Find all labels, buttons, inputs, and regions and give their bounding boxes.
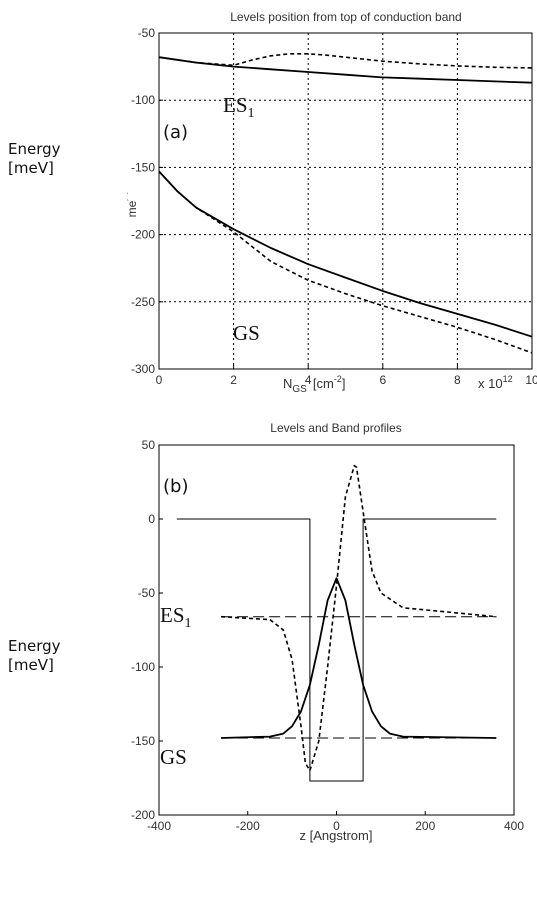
chart-b-ylabel-2: [meV]	[8, 656, 54, 674]
chart-b-series-0	[176, 518, 497, 782]
chart-b-ytick-label-5: -200	[131, 808, 155, 822]
chart-b-series-4	[221, 464, 497, 772]
chart-b-ytick-label-4: -150	[131, 734, 155, 748]
chart-b-ytick-label-3: -100	[131, 660, 155, 674]
chart-a-annotation-es1: ES1	[223, 93, 255, 121]
chart-a-ytick-label-2: -150	[131, 160, 155, 174]
chart-b-title: Levels and Band profiles	[270, 421, 401, 435]
chart-a-annotation-gs: GS	[233, 321, 260, 345]
chart-a: Levels position from top of conduction b…	[8, 10, 537, 395]
chart-a-xtick-label-1: 2	[230, 373, 237, 387]
chart-a-ytick-label-1: -100	[131, 93, 155, 107]
chart-b: Levels and Band profiles -400 -200 0 200 400…	[8, 421, 524, 843]
chart-b-series	[176, 464, 497, 782]
chart-b-series-3	[221, 577, 497, 739]
chart-a-x-ticks: 0 2 4 6 8 10	[156, 365, 537, 387]
chart-b-x-ticks: -400 -200 0 200 400	[147, 811, 524, 833]
chart-b-ytick-label-0: 50	[142, 438, 156, 452]
chart-a-xtick-label-4: 8	[454, 373, 461, 387]
chart-a-xlabel-sub: GS	[292, 384, 307, 395]
chart-a-series-2	[158, 170, 533, 338]
chart-a-x-multiplier-base: x 10	[478, 376, 503, 391]
chart-a-annotation-es1-text: ES	[223, 93, 248, 117]
chart-a-title: Levels position from top of conduction b…	[230, 10, 461, 24]
chart-b-annotation-es1-text: ES	[160, 603, 185, 627]
chart-a-ylabel-1: Energy	[8, 140, 61, 158]
chart-b-xlabel: z [Angstrom]	[300, 828, 373, 843]
chart-b-xtick-label-2: 0	[333, 819, 340, 833]
chart-a-series	[158, 52, 533, 354]
chart-a-xlabel-close: ]	[342, 376, 346, 391]
chart-a-xtick-label-5: 10	[525, 373, 537, 387]
chart-b-xtick-label-1: -200	[236, 819, 260, 833]
chart-a-series-3	[158, 170, 533, 354]
chart-a-xlabel-sup: -2	[334, 374, 342, 384]
chart-b-annotation-es1: ES1	[160, 603, 192, 631]
chart-b-panel-label: (b)	[163, 476, 188, 497]
chart-a-xlabel-main: N	[283, 376, 292, 391]
chart-b-annotation-gs: GS	[160, 745, 187, 769]
chart-a-x-multiplier-exp: 12	[503, 374, 513, 384]
chart-a-x-multiplier: x 1012	[478, 374, 513, 391]
chart-a-ytick-label-3: -200	[131, 228, 155, 242]
chart-b-xtick-label-3: 200	[415, 819, 435, 833]
chart-a-frame	[158, 32, 533, 370]
chart-a-y-ticks: -50 -100 -150 -200 -250 -300	[131, 26, 163, 376]
label-mask	[128, 188, 142, 200]
chart-a-xtick-label-0: 0	[156, 373, 163, 387]
chart-b-ytick-label-1: 0	[148, 512, 155, 526]
chart-a-ylabel-2: [meV]	[8, 159, 54, 177]
chart-a-xlabel: NGS [cm-2]	[283, 374, 345, 395]
chart-b-ylabel-1: Energy	[8, 637, 61, 655]
chart-b-annotation-es1-sub: 1	[185, 616, 192, 631]
chart-a-ytick-label-0: -50	[138, 26, 156, 40]
chart-a-xlabel-unit: [cm	[313, 376, 334, 391]
chart-b-frame	[158, 444, 515, 816]
chart-a-annotation-es1-sub: 1	[248, 106, 255, 121]
chart-a-series-1	[158, 52, 533, 69]
chart-b-y-ticks: 50 0 -50 -100 -150 -200	[131, 438, 163, 822]
chart-b-xtick-label-0: -400	[147, 819, 171, 833]
chart-a-ytick-label-5: -300	[131, 362, 155, 376]
chart-a-series-0	[158, 56, 533, 84]
chart-a-panel-label: (a)	[163, 122, 188, 143]
chart-a-xtick-label-2: 4	[305, 373, 312, 387]
chart-a-xtick-label-3: 6	[379, 373, 386, 387]
chart-b-ytick-label-2: -50	[138, 586, 156, 600]
chart-a-ytick-label-4: -250	[131, 295, 155, 309]
chart-b-xtick-label-4: 400	[504, 819, 524, 833]
